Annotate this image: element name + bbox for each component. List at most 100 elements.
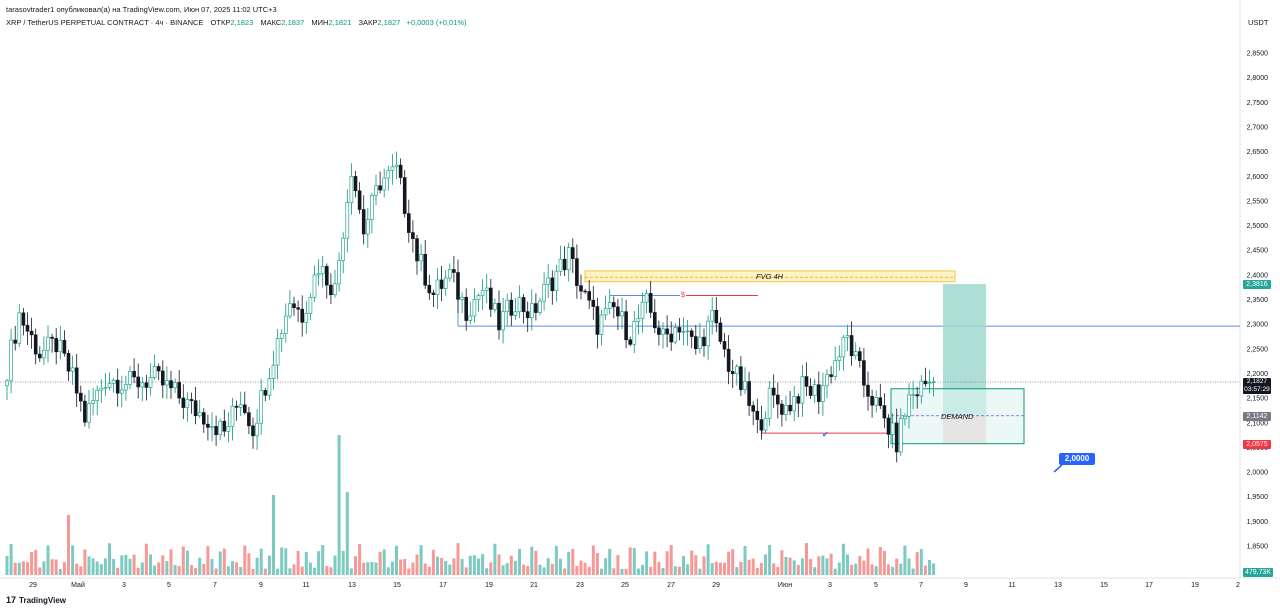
- candle-body: [13, 339, 17, 344]
- volume-bar: [657, 562, 661, 575]
- volume-bar: [686, 564, 690, 575]
- volume-bar: [649, 566, 653, 575]
- y-tick-label: 2,3500: [1247, 297, 1269, 304]
- candle-body: [263, 390, 268, 396]
- candle-body: [911, 394, 915, 396]
- volume-bar: [386, 567, 390, 575]
- volume-bar: [862, 560, 866, 575]
- candle-body: [771, 387, 776, 396]
- currency-label[interactable]: USDT: [1248, 18, 1269, 27]
- volume-bar: [132, 554, 136, 575]
- candle-body: [587, 291, 592, 301]
- candle-body: [866, 384, 870, 397]
- close-value: 2,1827: [377, 18, 401, 27]
- volume-bar: [222, 548, 226, 575]
- candle-body: [132, 371, 136, 378]
- fvg-label: FVG 4H: [756, 272, 784, 281]
- volume-bar: [624, 568, 628, 575]
- volume-bar: [161, 555, 165, 575]
- candle-body: [115, 379, 120, 394]
- volume-bar: [38, 567, 42, 575]
- fvg-zone: [584, 270, 956, 283]
- x-tick-label: 11: [1008, 582, 1015, 589]
- candle-body: [472, 299, 477, 317]
- candle-body: [919, 380, 924, 397]
- candle-body: [406, 213, 411, 233]
- candle-body: [476, 295, 481, 300]
- volume-bar: [46, 545, 50, 575]
- candle-body: [103, 387, 108, 389]
- y-tick-label: 2,8500: [1247, 51, 1269, 58]
- volume-bar: [325, 566, 329, 575]
- volume-bar: [214, 568, 218, 575]
- volume-bar: [5, 556, 9, 575]
- volume-bar: [206, 546, 210, 575]
- volume-bar: [575, 565, 579, 575]
- y-tick-label: 1,9500: [1247, 494, 1269, 501]
- volume-bar: [288, 568, 292, 575]
- volume-bar: [887, 564, 890, 575]
- volume-bar: [554, 545, 558, 575]
- candle-body: [361, 209, 366, 235]
- candle-body: [894, 422, 899, 453]
- volume-bar: [313, 567, 316, 575]
- volume-bar: [247, 553, 251, 575]
- candle-body: [197, 412, 202, 417]
- candle-body: [243, 404, 247, 413]
- y-tick-label: 2,4500: [1247, 248, 1269, 255]
- stop-tag: 2,0575: [1243, 440, 1271, 449]
- x-tick-label: 15: [1100, 582, 1108, 589]
- volume-bar: [706, 544, 710, 575]
- volume-bar: [87, 556, 91, 575]
- candle-body: [640, 301, 645, 319]
- candle-body: [304, 313, 309, 323]
- open-label: ОТКР: [210, 18, 231, 27]
- candle-body: [730, 371, 735, 375]
- candle-body: [349, 176, 354, 203]
- volume-bar: [768, 544, 772, 575]
- candle-body: [853, 351, 858, 357]
- open-value: 2,1823: [230, 18, 254, 27]
- volume-bar: [415, 554, 419, 575]
- volume-bar: [79, 566, 83, 575]
- candle-body: [575, 258, 579, 286]
- candle-body: [603, 308, 608, 316]
- volume-bar: [190, 565, 193, 575]
- candle-body: [329, 284, 333, 296]
- volume-bar: [604, 558, 608, 575]
- y-tick-label: 2,5000: [1247, 223, 1269, 230]
- tradingview-logo-icon: 17: [6, 595, 17, 605]
- volume-bar: [99, 564, 103, 575]
- candle-body: [169, 380, 173, 389]
- volume-bar: [95, 561, 99, 575]
- x-tick-label: 7: [919, 582, 923, 589]
- liquidity-mark: $: [681, 292, 685, 299]
- target-price-label[interactable]: 2,0000: [1059, 453, 1095, 465]
- volume-bar: [784, 556, 788, 575]
- volume-bar: [276, 568, 280, 575]
- x-tick-label: 7: [213, 582, 217, 589]
- candle-body: [702, 336, 706, 347]
- x-tick-label: 3: [122, 582, 126, 589]
- y-tick-label: 2,7000: [1247, 124, 1269, 131]
- candle-body: [374, 185, 378, 196]
- candle-body: [739, 366, 743, 390]
- volume-bar: [899, 563, 903, 575]
- volume-bar: [9, 543, 13, 575]
- x-tick-label: 9: [259, 582, 263, 589]
- tradingview-logo[interactable]: 17 TradingView: [6, 595, 66, 605]
- candle-body: [657, 327, 661, 335]
- volume-bar: [776, 566, 780, 575]
- volume-bar: [267, 555, 271, 575]
- x-tick-label: 29: [712, 582, 720, 589]
- candle-body: [70, 367, 75, 372]
- symbol-name[interactable]: XRP / TetherUS PERPETUAL CONTRACT · 4ч ·…: [6, 18, 204, 27]
- volume-bar: [120, 555, 124, 575]
- volume-bar: [218, 551, 222, 575]
- volume-bar: [108, 543, 111, 575]
- candle-body: [898, 418, 903, 453]
- volume-bar: [62, 562, 66, 575]
- candle-body: [283, 315, 288, 334]
- volume-bar: [497, 554, 501, 575]
